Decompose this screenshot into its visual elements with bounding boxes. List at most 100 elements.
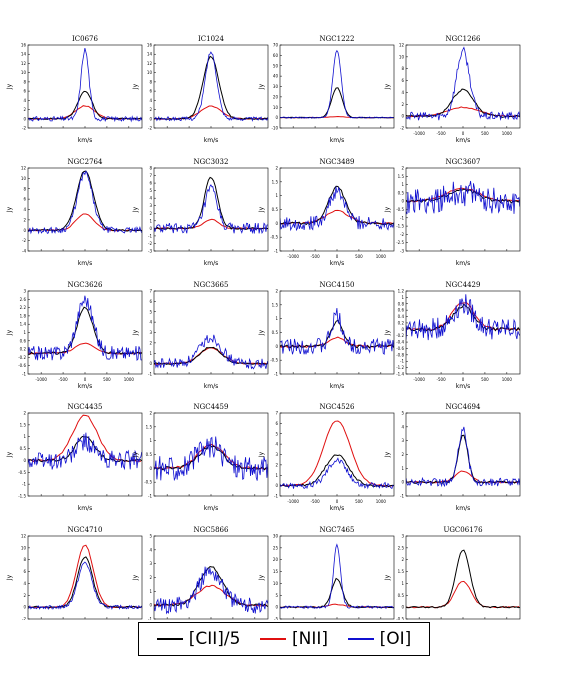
plot-frame bbox=[27, 412, 143, 497]
y-tick-label: 8 bbox=[401, 66, 404, 71]
plot-frame bbox=[405, 412, 521, 497]
y-tick-label: 0 bbox=[149, 603, 152, 608]
x-axis-label: km/s bbox=[78, 505, 92, 512]
y-axis-label: Jy bbox=[384, 206, 391, 213]
legend-label-cii: [CII]/5 bbox=[188, 629, 241, 649]
y-tick-label: -0.2 bbox=[18, 355, 26, 360]
y-tick-label: 0.5 bbox=[398, 593, 405, 598]
x-axis-label: km/s bbox=[330, 505, 344, 512]
x-tick-label: -500 bbox=[437, 377, 447, 382]
y-tick-label: 50 bbox=[273, 63, 279, 68]
y-tick-label: 4 bbox=[149, 320, 152, 325]
series-line-oi bbox=[280, 543, 394, 610]
y-tick-label: -0.5 bbox=[396, 207, 404, 212]
y-tick-label: 2.6 bbox=[20, 297, 27, 302]
y-tick-label: -0.5 bbox=[270, 358, 278, 363]
y-tick-label: 25 bbox=[273, 545, 279, 550]
series-line-cii bbox=[406, 549, 520, 609]
y-tick-label: 12 bbox=[147, 61, 153, 66]
y-tick-label: 12 bbox=[21, 61, 27, 66]
y-tick-label: 0 bbox=[401, 327, 404, 332]
series-line-nii bbox=[154, 105, 268, 120]
y-tick-label: 0.4 bbox=[398, 314, 405, 319]
legend-item-nii: [NII] bbox=[260, 629, 328, 649]
y-tick-label: 4 bbox=[149, 547, 152, 552]
series-line-cii bbox=[280, 577, 394, 609]
y-tick-label: 2 bbox=[401, 102, 404, 107]
y-tick-label: 6 bbox=[401, 78, 404, 83]
series-line-oi bbox=[154, 51, 268, 122]
panel-title: NGC3607 bbox=[446, 158, 481, 166]
y-tick-label: 0.2 bbox=[20, 347, 27, 352]
y-tick-label: 0 bbox=[23, 116, 26, 121]
plot-frame bbox=[405, 535, 521, 620]
y-tick-label: 3 bbox=[149, 203, 152, 208]
y-tick-label: 1 bbox=[149, 218, 152, 223]
x-tick-label: -500 bbox=[311, 499, 321, 504]
legend-item-oi: [OI] bbox=[347, 629, 411, 649]
x-tick-label: -500 bbox=[311, 254, 321, 259]
x-tick-label: 1000 bbox=[376, 254, 387, 259]
series-line-oi bbox=[280, 307, 394, 355]
y-tick-label: 30 bbox=[273, 84, 279, 89]
panel-ngc3665: NGC3665 -1 0 1 2 3 4 5 6 7 Jy km/s bbox=[132, 281, 269, 390]
y-tick-label: 0.6 bbox=[398, 308, 405, 313]
plot-frame bbox=[153, 412, 269, 497]
y-tick-label: 6 bbox=[275, 421, 278, 426]
legend: [CII]/5 [NII] [OI] bbox=[138, 622, 430, 656]
panel-title: NGC4150 bbox=[320, 281, 355, 289]
y-tick-label: 12 bbox=[399, 43, 405, 48]
y-tick-label: -5 bbox=[274, 617, 278, 621]
series-line-oi bbox=[280, 457, 394, 490]
y-tick-label: -1 bbox=[148, 617, 152, 621]
y-tick-label: 2 bbox=[149, 575, 152, 580]
y-axis-label: Jy bbox=[6, 574, 13, 581]
y-tick-label: -0.6 bbox=[396, 346, 404, 351]
x-axis-label: km/s bbox=[78, 137, 92, 144]
panel-ngc7465: NGC7465-5051015202530Jy-1000-50005001000… bbox=[258, 526, 395, 621]
x-axis-label: km/s bbox=[330, 383, 344, 390]
series-line-oi bbox=[28, 170, 142, 235]
y-tick-label: 0 bbox=[401, 480, 404, 485]
y-tick-label: 7 bbox=[149, 173, 152, 178]
y-tick-label: 40 bbox=[273, 74, 279, 79]
y-tick-label: 2 bbox=[275, 462, 278, 467]
series-line-oi bbox=[28, 561, 142, 611]
panel-title: NGC4694 bbox=[446, 403, 481, 411]
x-tick-label: 1000 bbox=[124, 377, 135, 382]
y-tick-label: 1 bbox=[149, 589, 152, 594]
series-line-cii bbox=[28, 556, 142, 609]
panel-ngc4526: NGC4526 -1 0 1 2 3 4 5 6 7 Jy -1000 -500 0 500 1000 km/s bbox=[258, 403, 395, 512]
y-tick-label: 12 bbox=[21, 166, 27, 171]
y-tick-label: 1.5 bbox=[398, 174, 405, 179]
x-tick-label: 500 bbox=[103, 377, 111, 382]
y-tick-label: 0 bbox=[149, 466, 152, 471]
y-tick-label: 14 bbox=[21, 52, 27, 57]
y-axis-label: Jy bbox=[384, 574, 391, 581]
y-tick-label: -0.6 bbox=[18, 363, 26, 368]
y-tick-label: 2 bbox=[23, 217, 26, 222]
y-tick-label: -1 bbox=[274, 372, 278, 377]
y-tick-label: 8 bbox=[149, 166, 152, 171]
plot-frame bbox=[153, 167, 269, 252]
y-tick-label: -3 bbox=[400, 249, 404, 254]
series-line-nii bbox=[280, 420, 394, 487]
series-line-oi bbox=[154, 334, 268, 370]
x-tick-label: -1000 bbox=[287, 499, 299, 504]
y-tick-label: 0 bbox=[275, 605, 278, 610]
y-tick-label: 4 bbox=[401, 90, 404, 95]
plot-frame bbox=[405, 167, 521, 252]
x-tick-label: -1000 bbox=[287, 254, 299, 259]
x-axis-label: km/s bbox=[78, 383, 92, 390]
y-tick-label: 0 bbox=[275, 221, 278, 226]
panel-title: NGC4459 bbox=[194, 403, 229, 411]
y-tick-label: 7 bbox=[149, 289, 152, 294]
y-tick-label: 10 bbox=[21, 545, 27, 550]
y-axis-label: Jy bbox=[6, 206, 13, 213]
series-line-oi bbox=[280, 49, 394, 119]
plot-frame bbox=[279, 290, 395, 375]
y-tick-label: 2 bbox=[23, 107, 26, 112]
y-tick-label: 6 bbox=[149, 181, 152, 186]
plot-frame bbox=[27, 535, 143, 620]
x-tick-label: 1000 bbox=[376, 499, 387, 504]
